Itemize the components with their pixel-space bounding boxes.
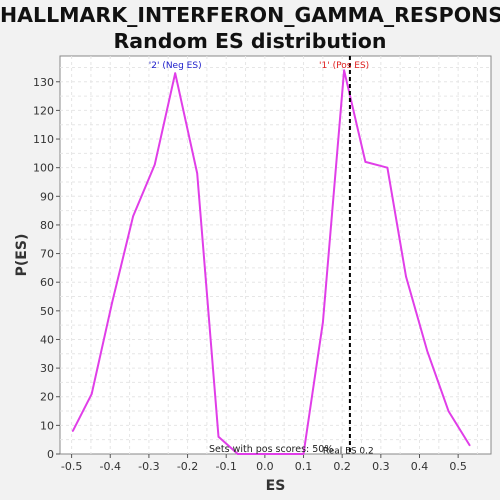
data-point xyxy=(447,410,450,412)
y-tick-label: 60 xyxy=(40,276,54,289)
axes: -0.5 -0.4 -0.3 -0.2 -0.1 0.0 0.1 0.2 0.3 0.4 0.5 0 1… xyxy=(33,76,467,473)
data-point xyxy=(237,453,239,455)
data-point xyxy=(386,166,389,169)
x-tick-label: -0.4 xyxy=(100,460,121,473)
y-tick-label: 110 xyxy=(33,133,54,146)
pos-es-label: '1' (Pos ES) xyxy=(319,61,369,71)
x-tick-label: -0.5 xyxy=(61,460,82,473)
neg-es-label: '2' (Neg ES) xyxy=(149,61,202,71)
annotations: '2' (Neg ES) '1' (Pos ES) Sets with pos sc… xyxy=(149,56,374,457)
x-axis-title: ES xyxy=(266,478,286,494)
y-tick-label: 20 xyxy=(40,391,54,404)
data-point xyxy=(343,69,345,72)
data-point xyxy=(322,321,324,324)
x-tick-label: 0.5 xyxy=(449,460,467,473)
data-point xyxy=(174,72,176,74)
y-tick-label: 10 xyxy=(40,419,54,432)
data-point xyxy=(132,215,134,218)
data-point xyxy=(405,275,407,278)
x-tick-label: 0.0 xyxy=(256,460,274,473)
grid xyxy=(60,56,491,454)
x-tick-label: -0.1 xyxy=(215,460,236,473)
y-tick-label: 90 xyxy=(40,190,54,203)
data-point xyxy=(302,453,305,455)
series-group xyxy=(71,69,471,455)
data-point xyxy=(196,172,199,175)
real-es-label: Real ES 0.2 xyxy=(323,447,374,457)
pos-scores-label: Sets with pos scores: 50% xyxy=(209,444,333,455)
chart-title: HALLMARK_INTERFERON_GAMMA_RESPONSE: Rand… xyxy=(0,2,500,54)
y-tick-label: 0 xyxy=(47,448,54,461)
x-tick-label: 0.1 xyxy=(295,460,313,473)
x-tick-label: 0.4 xyxy=(411,460,429,473)
x-tick-label: -0.3 xyxy=(138,460,159,473)
data-point xyxy=(71,430,74,432)
x-tick-label: 0.3 xyxy=(372,460,390,473)
x-tick-label: 0.2 xyxy=(333,460,351,473)
data-point xyxy=(153,164,156,166)
y-axis-title: P(ES) xyxy=(14,234,30,277)
series-line xyxy=(71,69,471,455)
data-point xyxy=(111,301,113,304)
chart-title-line1: HALLMARK_INTERFERON_GAMMA_RESPONSE: xyxy=(0,3,500,27)
data-point xyxy=(364,161,367,163)
y-tick-label: 50 xyxy=(40,305,54,318)
y-tick-label: 30 xyxy=(40,362,54,375)
data-point xyxy=(90,393,93,395)
data-point xyxy=(468,444,471,447)
x-tick-label: -0.2 xyxy=(177,460,198,473)
data-point xyxy=(426,350,429,352)
data-point xyxy=(217,436,220,438)
y-tick-label: 100 xyxy=(33,162,54,175)
y-tick-label: 70 xyxy=(40,248,54,261)
y-tick-label: 80 xyxy=(40,219,54,232)
y-tick-label: 40 xyxy=(40,333,54,346)
y-tick-label: 130 xyxy=(33,76,54,89)
y-tick-label: 120 xyxy=(33,104,54,117)
chart-title-line2: Random ES distribution xyxy=(113,29,387,53)
